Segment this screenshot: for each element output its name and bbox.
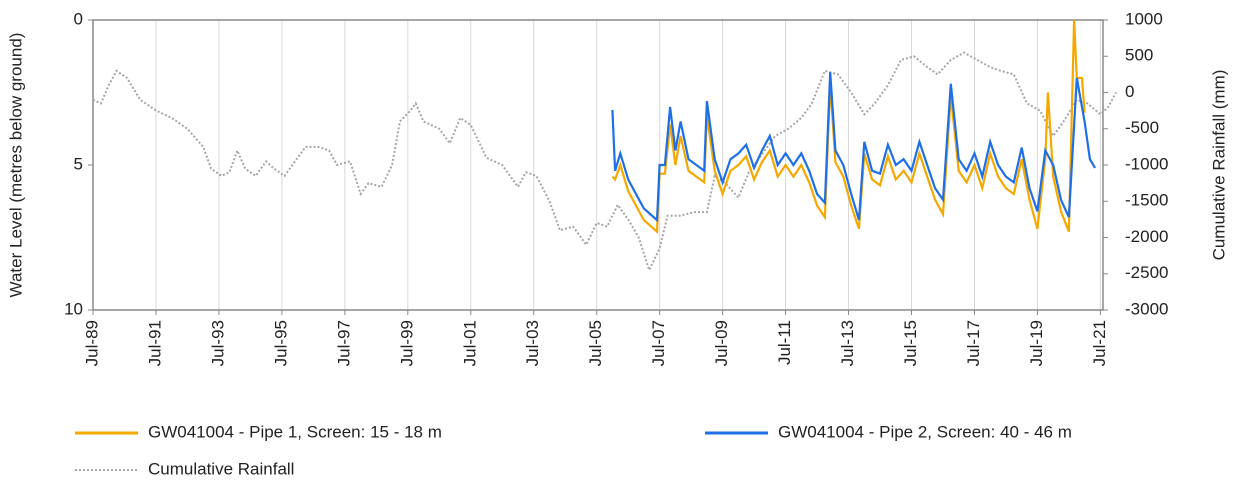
x-tick-label: Jul-91 [145, 320, 164, 366]
plot-border [92, 19, 1104, 311]
y2-tick-label: -3000 [1125, 299, 1168, 318]
legend-label: GW041004 - Pipe 2, Screen: 40 - 46 m [778, 422, 1072, 441]
y2-axis-title: Cumulative Rainfall (mm) [1209, 70, 1228, 261]
x-tick-label: Jul-93 [208, 320, 227, 366]
y2-tick-label: 500 [1125, 46, 1153, 65]
y-tick-label: 10 [64, 299, 83, 318]
x-tick-label: Jul-95 [271, 320, 290, 366]
legend-label: Cumulative Rainfall [148, 459, 294, 478]
y2-tick-label: -2500 [1125, 263, 1168, 282]
y2-tick-label: -1000 [1125, 154, 1168, 173]
x-tick-label: Jul-19 [1027, 320, 1046, 366]
x-tick-label: Jul-99 [397, 320, 416, 366]
x-tick-label: Jul-21 [1090, 320, 1109, 366]
x-tick-label: Jul-01 [460, 320, 479, 366]
x-tick-label: Jul-89 [82, 320, 101, 366]
x-tick-label: Jul-07 [649, 320, 668, 366]
y2-tick-label: 0 [1125, 82, 1134, 101]
y2-tick-label: -1500 [1125, 191, 1168, 210]
x-tick-label: Jul-09 [712, 320, 731, 366]
x-tick-label: Jul-15 [901, 320, 920, 366]
y-tick-label: 0 [74, 9, 83, 28]
y-tick-label: 5 [74, 154, 83, 173]
y-axis-title: Water Level (metres below ground) [6, 33, 25, 298]
y2-tick-label: 1000 [1125, 9, 1163, 28]
x-tick-label: Jul-13 [838, 320, 857, 366]
legend-label: GW041004 - Pipe 1, Screen: 15 - 18 m [148, 422, 442, 441]
x-tick-label: Jul-03 [523, 320, 542, 366]
y2-tick-label: -2000 [1125, 227, 1168, 246]
series-line [92, 51, 1117, 273]
x-tick-label: Jul-17 [964, 320, 983, 366]
x-tick-label: Jul-97 [334, 320, 353, 366]
y2-tick-label: -500 [1125, 118, 1159, 137]
series-line [611, 19, 1086, 235]
series-line [611, 72, 1097, 223]
x-tick-label: Jul-05 [586, 320, 605, 366]
x-tick-label: Jul-11 [775, 320, 794, 365]
